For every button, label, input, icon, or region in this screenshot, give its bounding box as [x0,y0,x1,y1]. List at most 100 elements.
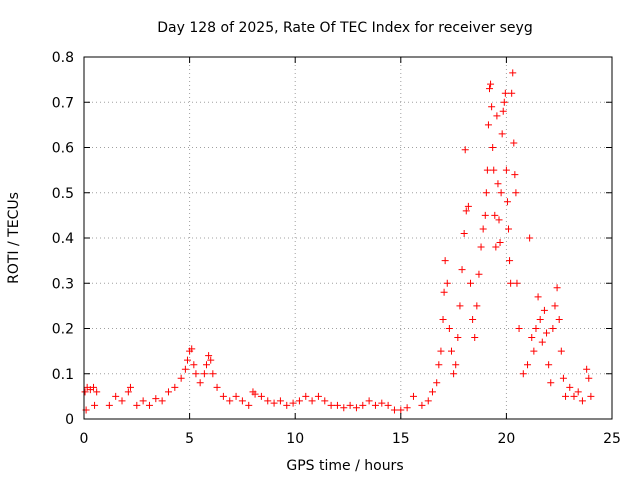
data-point [502,166,510,174]
data-point [352,404,360,412]
data-point [538,338,546,346]
grid-lines [84,57,612,419]
data-point [497,189,505,197]
data-point [245,401,253,409]
x-tick-label: 25 [603,431,621,447]
data-point [551,302,559,310]
data-point [321,397,329,405]
data-point [510,139,518,147]
data-point [371,401,379,409]
data-point [481,211,489,219]
data-point [340,404,348,412]
data-point [192,370,200,378]
data-point [112,392,120,400]
data-point [251,390,259,398]
data-point [196,379,204,387]
data-point [488,103,496,111]
data-point [105,401,113,409]
y-axis-ticks: 0 0.1 0.2 0.3 0.4 0.5 0.6 0.7 0.8 [52,50,612,428]
data-point [276,397,284,405]
data-point [526,234,534,242]
data-point [524,361,532,369]
data-point [226,397,234,405]
data-point [495,216,503,224]
data-point [183,356,191,364]
data-point [458,266,466,274]
data-point [491,211,499,219]
data-point [81,388,89,396]
x-axis-ticks: 0 5 10 15 20 25 [80,57,621,447]
data-point [511,171,519,179]
y-tick-label: 0.3 [52,276,74,292]
data-point [359,401,367,409]
data-point [424,397,432,405]
data-point [440,288,448,296]
data-point [477,243,485,251]
data-point [450,370,458,378]
data-point [509,69,517,77]
y-tick-label: 0.1 [52,367,74,383]
data-point [403,404,411,412]
data-point [585,374,593,382]
data-point [513,279,521,287]
data-point [126,383,134,391]
x-tick-label: 15 [392,431,410,447]
data-point [456,302,464,310]
data-point [232,392,240,400]
data-point [519,370,527,378]
data-point [90,383,98,391]
data-point [559,374,567,382]
data-point [333,401,341,409]
data-point [534,293,542,301]
data-point [409,392,417,400]
data-point [257,392,265,400]
data-point [490,166,498,174]
data-point [506,257,514,265]
data-point [545,361,553,369]
x-tick-label: 20 [497,431,515,447]
data-point [583,365,591,373]
data-point [508,89,516,97]
data-point [471,334,479,342]
data-point [443,279,451,287]
data-point [499,107,507,115]
data-point [479,225,487,233]
data-point [418,401,426,409]
data-point [118,397,126,405]
data-point [124,388,132,396]
data-point [439,315,447,323]
data-point [447,347,455,355]
data-point [390,406,398,414]
data-point [492,243,500,251]
data-point [483,166,491,174]
data-point [578,397,586,405]
data-point [177,374,185,382]
data-point [327,401,335,409]
data-point [496,239,504,247]
chart-title: Day 128 of 2025, Rate Of TEC Index for r… [157,20,532,36]
data-point [397,406,405,414]
data-point [562,392,570,400]
data-point [139,397,147,405]
data-point [540,306,548,314]
data-point [93,388,101,396]
data-point [460,229,468,237]
data-point [133,401,141,409]
data-point [475,270,483,278]
data-point [190,361,198,369]
data-point [238,397,246,405]
data-point [213,383,221,391]
data-point [555,315,563,323]
data-point [466,279,474,287]
data-point [482,189,490,197]
data-point [532,325,540,332]
data-point [489,144,497,151]
y-tick-label: 0.8 [52,50,74,66]
data-point [202,361,210,369]
data-point [264,397,272,405]
data-point [205,352,213,360]
x-axis-label: GPS time / hours [286,458,403,474]
data-point [171,383,179,391]
y-tick-label: 0 [65,412,74,428]
data-point [454,334,462,342]
